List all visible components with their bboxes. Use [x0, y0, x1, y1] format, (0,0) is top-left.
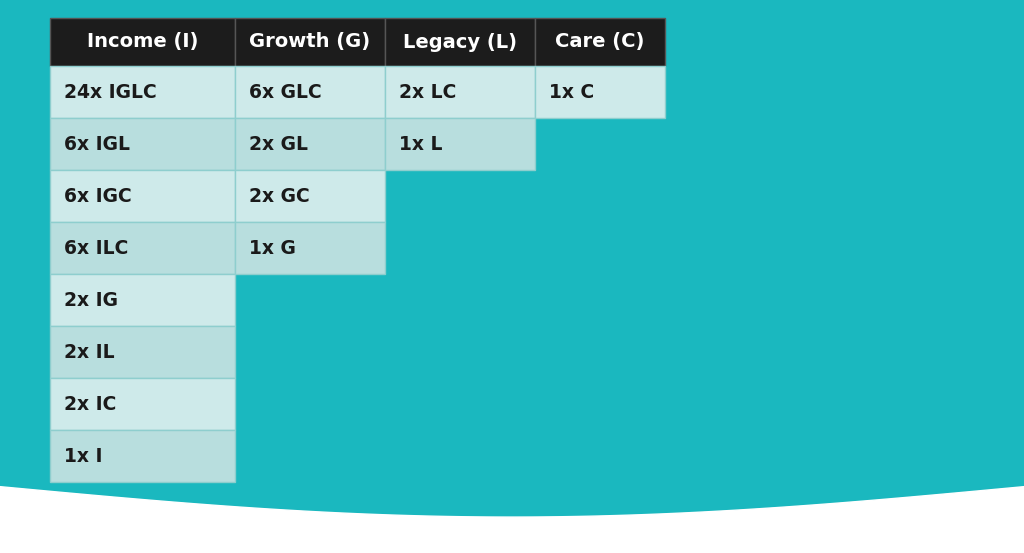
FancyBboxPatch shape [535, 18, 665, 66]
Text: 24x IGLC: 24x IGLC [63, 82, 157, 102]
FancyBboxPatch shape [385, 118, 535, 170]
Text: 2x GL: 2x GL [249, 134, 308, 154]
Text: Legacy (L): Legacy (L) [403, 33, 517, 51]
FancyBboxPatch shape [234, 66, 385, 118]
Text: 1x L: 1x L [399, 134, 442, 154]
FancyBboxPatch shape [50, 222, 234, 274]
FancyBboxPatch shape [50, 170, 234, 222]
Text: Care (C): Care (C) [555, 33, 645, 51]
Text: 6x IGC: 6x IGC [63, 186, 132, 206]
Text: 2x LC: 2x LC [399, 82, 457, 102]
FancyBboxPatch shape [234, 170, 385, 222]
Text: Growth (G): Growth (G) [250, 33, 371, 51]
Text: 2x IL: 2x IL [63, 342, 115, 362]
Text: 1x I: 1x I [63, 446, 102, 466]
Text: 6x ILC: 6x ILC [63, 238, 128, 258]
FancyBboxPatch shape [50, 378, 234, 430]
FancyBboxPatch shape [50, 18, 234, 66]
FancyBboxPatch shape [535, 66, 665, 118]
Text: 2x IC: 2x IC [63, 394, 117, 414]
Text: Income (I): Income (I) [87, 33, 199, 51]
Text: 1x G: 1x G [249, 238, 296, 258]
FancyBboxPatch shape [50, 430, 234, 482]
FancyBboxPatch shape [385, 66, 535, 118]
FancyBboxPatch shape [50, 118, 234, 170]
FancyBboxPatch shape [234, 222, 385, 274]
FancyBboxPatch shape [0, 536, 1024, 553]
FancyBboxPatch shape [234, 18, 385, 66]
Text: 2x IG: 2x IG [63, 290, 118, 310]
FancyBboxPatch shape [50, 66, 234, 118]
Text: 6x GLC: 6x GLC [249, 82, 322, 102]
FancyBboxPatch shape [385, 18, 535, 66]
Text: 1x C: 1x C [549, 82, 594, 102]
Text: 2x GC: 2x GC [249, 186, 309, 206]
FancyBboxPatch shape [50, 326, 234, 378]
Text: 6x IGL: 6x IGL [63, 134, 130, 154]
FancyBboxPatch shape [234, 118, 385, 170]
FancyBboxPatch shape [50, 274, 234, 326]
